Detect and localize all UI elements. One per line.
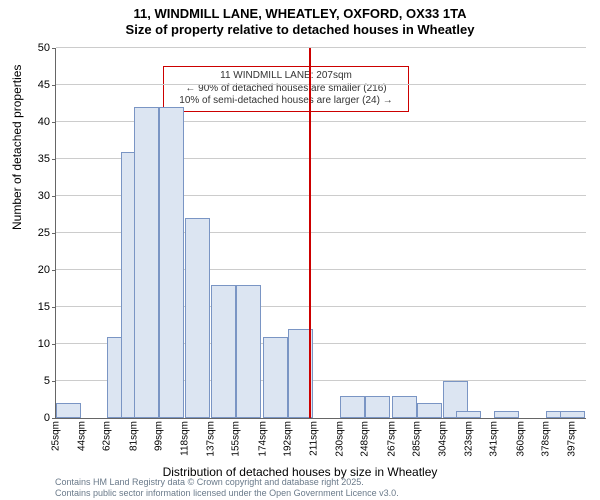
- y-tick-label: 25: [38, 227, 56, 239]
- title-line-2: Size of property relative to detached ho…: [0, 22, 600, 38]
- histogram-bar: [365, 396, 390, 418]
- histogram-bar: [159, 107, 184, 418]
- title-line-1: 11, WINDMILL LANE, WHEATLEY, OXFORD, OX3…: [0, 6, 600, 22]
- x-tick-label: 44sqm: [77, 418, 88, 451]
- attribution-line-1: Contains HM Land Registry data © Crown c…: [55, 477, 399, 487]
- x-tick-label: 248sqm: [360, 418, 371, 457]
- annotation-box: 11 WINDMILL LANE: 207sqm ← 90% of detach…: [163, 66, 409, 112]
- y-axis-label: Number of detached properties: [10, 65, 24, 230]
- x-tick-label: 304sqm: [438, 418, 449, 457]
- histogram-bar: [236, 285, 261, 418]
- x-tick-label: 118sqm: [180, 418, 191, 456]
- histogram-bar: [417, 403, 442, 418]
- x-tick-label: 285sqm: [411, 418, 422, 457]
- x-tick-label: 174sqm: [257, 418, 268, 457]
- histogram-bar: [134, 107, 159, 418]
- x-tick-label: 99sqm: [153, 418, 164, 451]
- histogram-bar: [560, 411, 585, 418]
- x-tick-label: 267sqm: [386, 418, 397, 457]
- y-tick-label: 10: [38, 338, 56, 350]
- histogram-bar: [340, 396, 365, 418]
- x-tick-label: 155sqm: [231, 418, 242, 457]
- y-tick-label: 5: [44, 375, 56, 387]
- x-tick-label: 137sqm: [206, 418, 217, 457]
- y-tick-label: 40: [38, 116, 56, 128]
- x-tick-label: 341sqm: [489, 418, 500, 457]
- plot-area: 11 WINDMILL LANE: 207sqm ← 90% of detach…: [55, 48, 586, 419]
- x-tick-label: 323sqm: [464, 418, 475, 457]
- chart-container: 11, WINDMILL LANE, WHEATLEY, OXFORD, OX3…: [0, 0, 600, 500]
- attribution: Contains HM Land Registry data © Crown c…: [55, 477, 399, 498]
- histogram-bar: [456, 411, 481, 418]
- attribution-line-2: Contains public sector information licen…: [55, 488, 399, 498]
- histogram-bar: [392, 396, 417, 418]
- title-block: 11, WINDMILL LANE, WHEATLEY, OXFORD, OX3…: [0, 0, 600, 39]
- reference-line: [309, 48, 311, 418]
- y-tick-label: 30: [38, 190, 56, 202]
- x-tick-label: 192sqm: [282, 418, 293, 457]
- y-tick-label: 20: [38, 264, 56, 276]
- x-tick-label: 62sqm: [102, 418, 113, 451]
- histogram-bar: [185, 218, 210, 418]
- x-tick-label: 397sqm: [567, 418, 578, 457]
- x-tick-label: 230sqm: [335, 418, 346, 457]
- histogram-bar: [56, 403, 81, 418]
- x-tick-label: 81sqm: [128, 418, 139, 451]
- y-tick-label: 15: [38, 301, 56, 313]
- histogram-bar: [494, 411, 519, 418]
- y-tick-label: 35: [38, 153, 56, 165]
- annotation-line-1: 11 WINDMILL LANE: 207sqm: [169, 70, 403, 83]
- x-tick-label: 211sqm: [309, 418, 320, 456]
- gridline: [56, 84, 586, 85]
- x-tick-label: 360sqm: [515, 418, 526, 457]
- histogram-bar: [211, 285, 236, 418]
- y-tick-label: 50: [38, 42, 56, 54]
- histogram-bar: [263, 337, 288, 418]
- x-tick-label: 378sqm: [540, 418, 551, 457]
- annotation-line-3: 10% of semi-detached houses are larger (…: [169, 95, 403, 108]
- gridline: [56, 47, 586, 48]
- y-tick-label: 45: [38, 79, 56, 91]
- x-tick-label: 25sqm: [51, 418, 62, 451]
